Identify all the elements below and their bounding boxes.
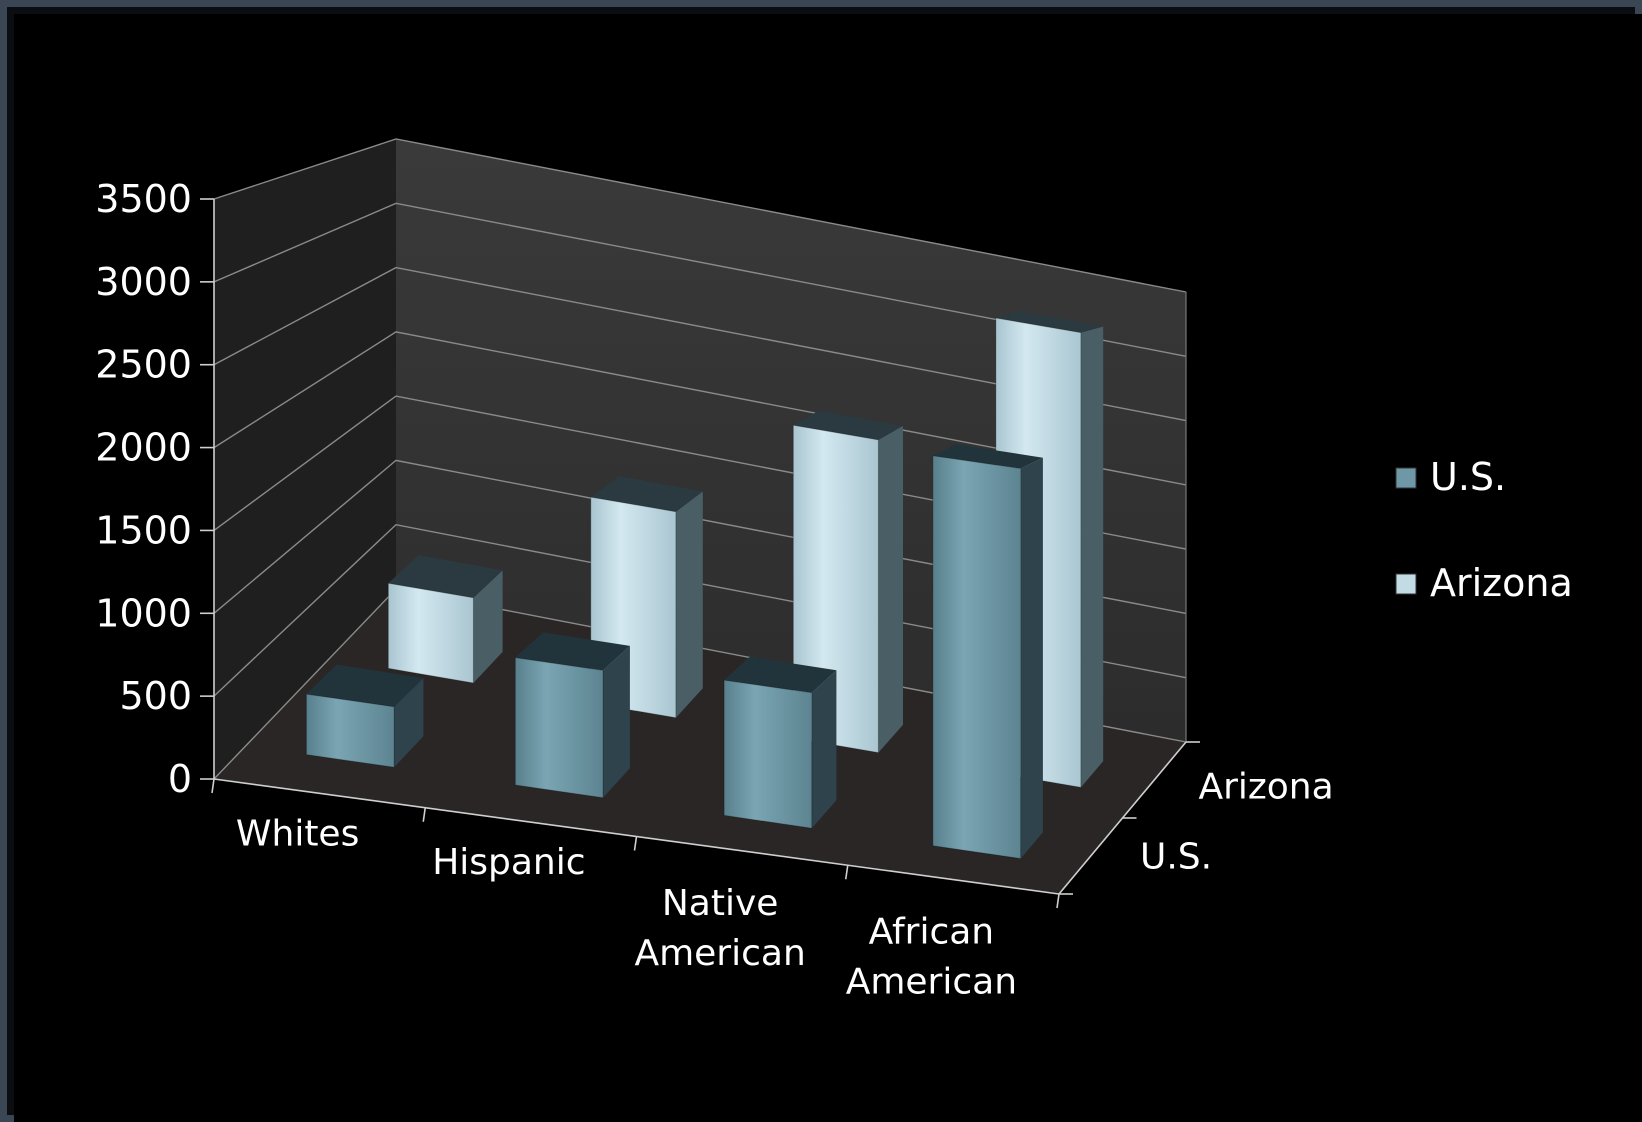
bar-side	[1020, 457, 1043, 859]
legend: U.S. Arizona	[1395, 455, 1573, 605]
x-tick-mark	[844, 865, 849, 880]
depth-axis-label: U.S.	[1140, 836, 1212, 877]
bar-top	[932, 444, 1043, 469]
x-tick-mark	[422, 807, 427, 822]
bar-side	[675, 491, 703, 718]
bar-top	[306, 664, 424, 707]
gridline	[213, 138, 1187, 293]
gridline	[213, 331, 1187, 486]
bar-arizona-whites	[387, 555, 503, 684]
chart-stage: 0 500 1000 1500 2000 2500 3000 3500 Whites Hispa…	[14, 14, 1642, 1122]
x-tick-mark	[633, 836, 638, 851]
bar-side	[811, 670, 837, 829]
gridline	[213, 523, 1187, 697]
legend-swatch	[1395, 467, 1417, 489]
bar-front	[305, 693, 395, 768]
y-tick-label: 1500	[95, 508, 192, 552]
chart: 0 500 1000 1500 2000 2500 3000 3500 Whites Hispa…	[95, 138, 1573, 1003]
x-category-label: American	[634, 933, 805, 974]
gridline	[213, 266, 1187, 422]
y-tick-label: 0	[168, 757, 192, 801]
gridline	[213, 395, 1187, 550]
gridline	[213, 202, 1187, 357]
bar-top	[995, 311, 1104, 333]
bar-front	[932, 455, 1022, 860]
bar-us-hispanic	[514, 632, 630, 799]
y-tick-label: 3500	[95, 177, 192, 221]
x-axis-labels: Whites Hispanic Native American African Ameri…	[236, 813, 1017, 1002]
bar-side	[394, 678, 424, 768]
bar-side	[473, 570, 503, 683]
bar-top	[793, 410, 903, 440]
y-tick-label: 500	[119, 674, 192, 718]
y-tick-label: 2000	[95, 426, 192, 470]
gridline	[213, 459, 1187, 615]
x-tick-mark	[1056, 893, 1060, 909]
y-tick-label: 1000	[95, 591, 192, 635]
depth-axis-label: Arizona	[1198, 767, 1333, 808]
bar-us-whites	[305, 664, 424, 768]
bar-front	[723, 679, 813, 829]
bar-side	[603, 645, 630, 798]
bar-top	[515, 632, 630, 671]
bar-front	[387, 582, 474, 684]
side-wall	[214, 139, 396, 779]
x-category-label: Hispanic	[432, 842, 585, 883]
gridlines	[200, 138, 1200, 909]
bar-side	[1080, 326, 1104, 788]
legend-label: U.S.	[1430, 455, 1506, 499]
y-tick-label: 2500	[95, 343, 192, 387]
bar-front	[514, 657, 604, 799]
legend-label: Arizona	[1430, 561, 1573, 605]
y-tick-label: 3000	[95, 260, 192, 304]
x-tick-mark	[211, 778, 215, 794]
x-category-label: Native	[662, 883, 779, 924]
bar-us-native-american	[723, 656, 837, 829]
legend-swatch	[1395, 573, 1417, 595]
bar-side	[878, 425, 903, 753]
x-category-label: African	[869, 912, 995, 953]
bar-top	[724, 656, 837, 693]
bars	[305, 311, 1104, 860]
depth-axis-labels: U.S. Arizona	[1140, 767, 1334, 878]
bar-top	[388, 555, 503, 598]
bar-us-african-american	[932, 444, 1043, 860]
bar-top	[590, 476, 703, 512]
x-category-label: Whites	[236, 813, 359, 854]
y-axis-ticks: 0 500 1000 1500 2000 2500 3000 3500	[95, 177, 192, 801]
x-category-label: American	[846, 962, 1017, 1003]
